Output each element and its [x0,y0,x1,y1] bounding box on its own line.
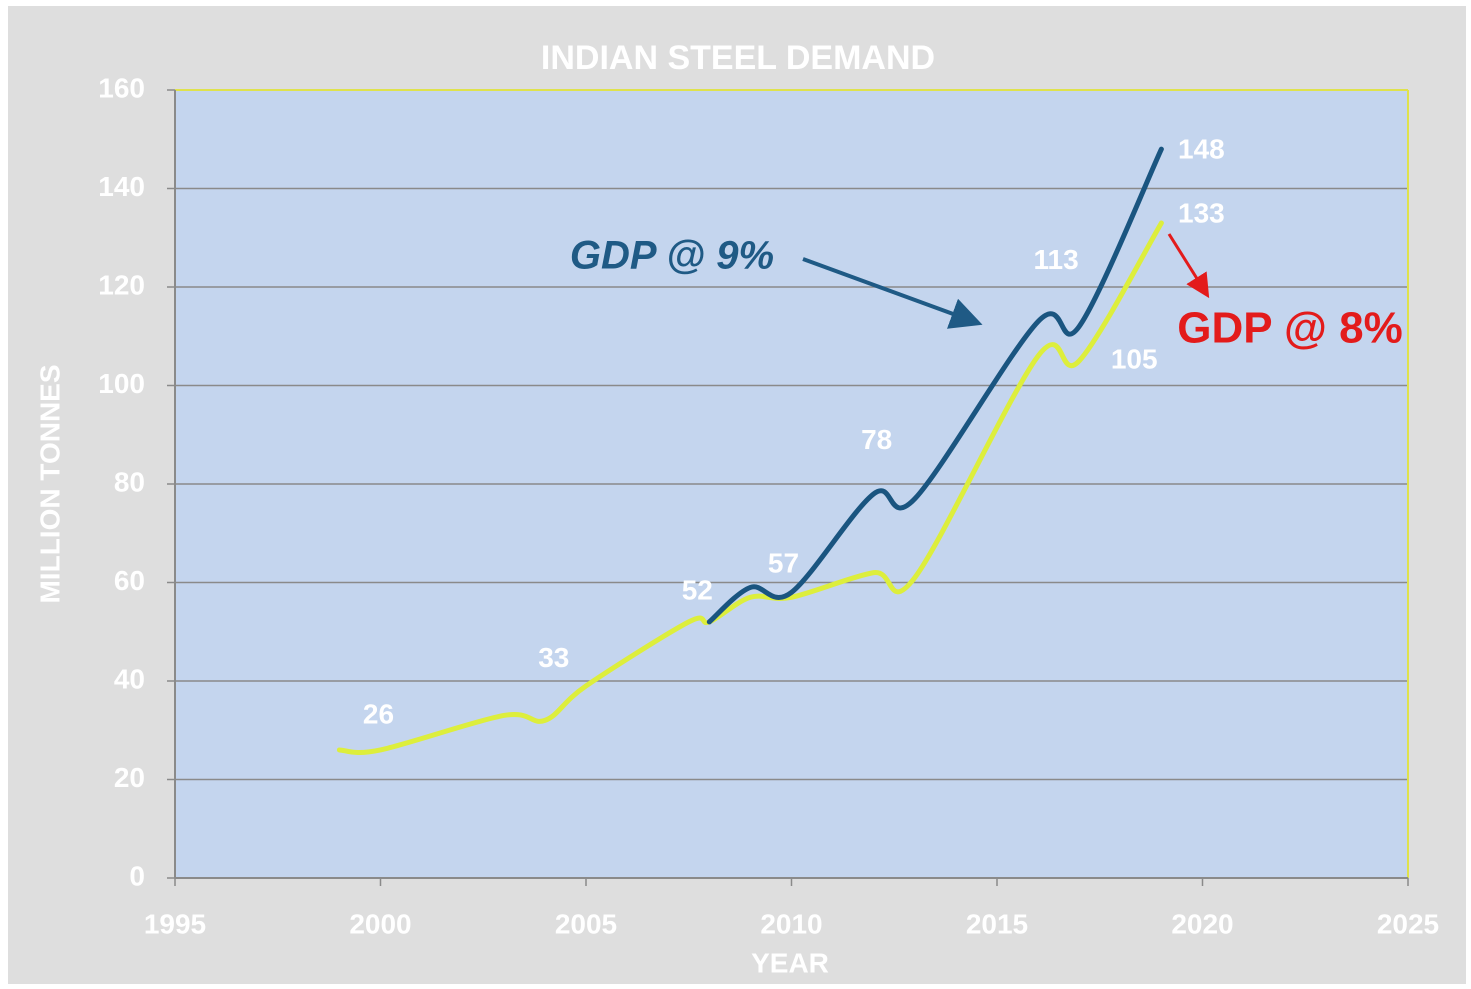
data-label: 133 [1178,197,1225,228]
data-label: 52 [682,574,713,605]
y-tick-label: 100 [98,368,145,399]
data-label: 33 [538,642,569,673]
annotation-arrow [802,257,983,329]
data-label: 26 [363,698,394,729]
data-label: 148 [1178,133,1225,164]
data-label: 113 [1034,244,1079,275]
x-tick-label: 2020 [1171,908,1233,939]
annotation: GDP @ 8% [1177,304,1403,353]
x-tick-label: 1995 [144,908,206,939]
annotation: GDP @ 9% [570,234,774,278]
annotation-arrow [1167,233,1210,299]
x-tick-label: 2000 [349,908,411,939]
x-tick-label: 2025 [1377,908,1439,939]
data-label: 78 [861,424,892,455]
series-line [336,220,1164,755]
y-tick-label: 40 [114,663,145,694]
data-label: 57 [768,548,799,579]
y-axis-label: MILLION TONNES [34,364,65,603]
y-tick-label: 60 [114,565,145,596]
y-tick-label: 160 [98,72,145,103]
x-axis-label: YEAR [751,947,829,978]
x-tick-label: 2005 [555,908,617,939]
y-tick-label: 80 [114,466,145,497]
x-tick-label: 2010 [760,908,822,939]
series-line [706,146,1164,625]
chart-title: INDIAN STEEL DEMAND [541,39,935,77]
y-tick-label: 20 [114,762,145,793]
y-tick-label: 0 [129,860,145,891]
x-tick-label: 2015 [966,908,1028,939]
y-tick-label: 120 [98,269,145,300]
y-tick-label: 140 [98,171,145,202]
data-label: 105 [1111,343,1158,374]
